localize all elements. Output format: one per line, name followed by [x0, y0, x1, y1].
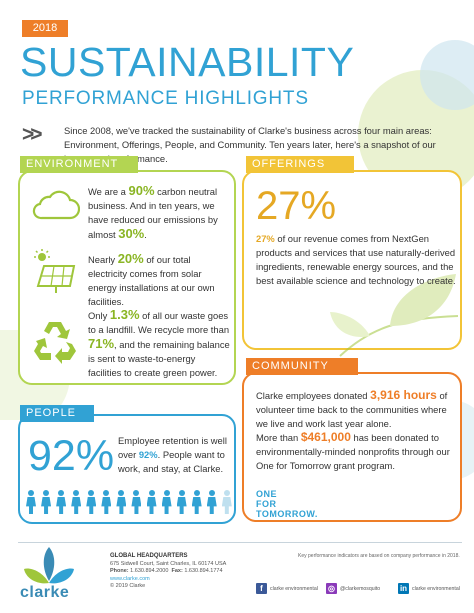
- recycle-value: 71%: [88, 336, 115, 351]
- person-icon: [71, 490, 82, 514]
- facebook-icon: f: [256, 583, 267, 594]
- people-heading: PEOPLE: [20, 405, 94, 422]
- person-icon: [101, 490, 112, 514]
- retention-value: 92%: [138, 449, 158, 460]
- solar-electricity-value: 20%: [117, 251, 144, 266]
- person-icon: [146, 490, 157, 514]
- donation-value: $461,000: [300, 430, 351, 444]
- person-icon: [176, 490, 187, 514]
- recycle-icon: [34, 322, 76, 364]
- kpi-note: Key performance indicators are based on …: [298, 553, 460, 559]
- person-icon: [116, 490, 127, 514]
- headquarters-info: GLOBAL HEADQUARTERS 675 Sidwell Court, S…: [110, 553, 270, 591]
- environment-carbon-text: We are a 90% carbon neutral business. An…: [88, 183, 218, 241]
- person-icon: [191, 490, 202, 514]
- linkedin-icon: in: [398, 583, 409, 594]
- decor-bubble: [420, 40, 474, 110]
- person-icon: [86, 490, 97, 514]
- community-donation-text: More than $461,000 has been donated to e…: [256, 430, 450, 471]
- volunteer-hours-value: 3,916 hours: [370, 388, 437, 402]
- nextgen-revenue-value: 27%: [256, 233, 275, 244]
- carbon-neutral-value: 90%: [128, 183, 155, 198]
- website-link[interactable]: www.clarke.com: [110, 575, 150, 582]
- offerings-big-percent: 27%: [256, 184, 337, 228]
- page-title: SUSTAINABILITY: [20, 39, 355, 85]
- community-heading: COMMUNITY: [246, 358, 358, 375]
- person-icon: [56, 490, 67, 514]
- clarke-logo-icon: [24, 547, 74, 584]
- cloud-icon: [32, 190, 80, 220]
- solar-panel-icon: [34, 249, 76, 293]
- hq-address: 675 Sidwell Court, Saint Charles, IL 601…: [110, 560, 227, 567]
- people-big-percent: 92%: [28, 432, 115, 480]
- person-icon: [161, 490, 172, 514]
- copyright: © 2019 Clarke: [110, 583, 146, 589]
- year-badge: 2018: [22, 20, 68, 37]
- intro-arrows-icon: >>: [22, 123, 42, 146]
- footer-divider: [18, 542, 462, 543]
- instagram-icon: ◎: [326, 583, 337, 594]
- one-for-tomorrow-logo: ONE FOR TOMORROW.: [256, 489, 318, 519]
- offerings-heading: OFFERINGS: [246, 156, 354, 173]
- leaf-icon: [330, 274, 459, 357]
- person-icon: [41, 490, 52, 514]
- people-figures: [26, 490, 232, 514]
- landfill-value: 1.3%: [109, 307, 140, 322]
- hq-title: GLOBAL HEADQUARTERS: [110, 553, 188, 559]
- instagram-link[interactable]: ◎ @clarkemosquito: [326, 583, 381, 594]
- facebook-link[interactable]: f clarke environmental: [256, 583, 318, 594]
- community-volunteer-text: Clarke employees donated 3,916 hours of …: [256, 388, 448, 429]
- person-icon: [206, 490, 217, 514]
- environment-panel: [18, 170, 236, 385]
- environment-waste-text: Only 1.3% of all our waste goes to a lan…: [88, 307, 230, 379]
- hq-phone-fax: Phone: 1.630.894.2000 Fax: 1.630.894.177…: [110, 568, 223, 574]
- person-icon: [131, 490, 142, 514]
- clarke-wordmark: clarke: [20, 584, 70, 601]
- person-icon: [221, 490, 232, 514]
- linkedin-link[interactable]: in clarke environmental: [398, 583, 460, 594]
- people-retention-text: Employee retention is well over 92%. Peo…: [118, 435, 227, 474]
- person-icon: [26, 490, 36, 514]
- environment-solar-text: Nearly 20% of our total electricity come…: [88, 251, 215, 308]
- emissions-reduction-value: 30%: [118, 226, 145, 241]
- page-subtitle: PERFORMANCE HIGHLIGHTS: [22, 88, 309, 109]
- offerings-text: 27% of our revenue comes from NextGen pr…: [256, 233, 456, 286]
- environment-heading: ENVIRONMENT: [20, 156, 138, 173]
